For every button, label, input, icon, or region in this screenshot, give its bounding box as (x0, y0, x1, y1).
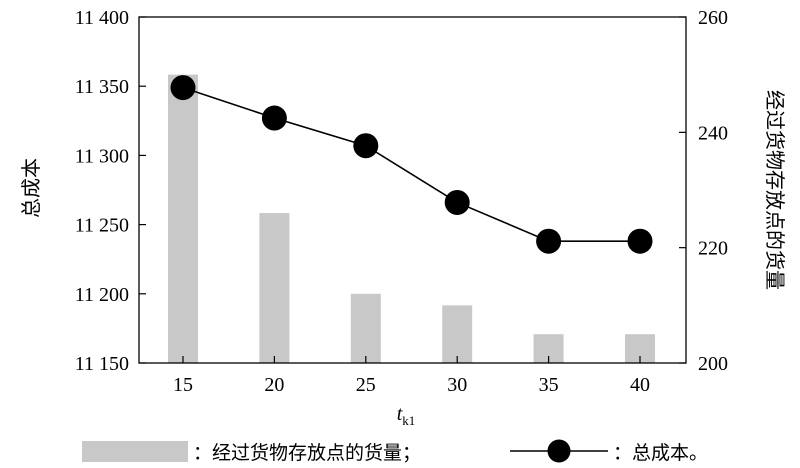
right-axis-ticks: 200 220 240 260 (679, 7, 728, 375)
left-tick-label: 11 150 (75, 353, 129, 375)
line-series-path (182, 86, 640, 243)
bar (442, 305, 473, 363)
left-tick-label: 11 350 (75, 76, 129, 98)
right-tick-label: 240 (698, 122, 728, 144)
plot-frame (138, 16, 687, 364)
left-tick-label: 11 400 (75, 7, 129, 29)
line-layer (170, 75, 653, 254)
left-axis-title: 总成本 (19, 158, 43, 218)
x-axis-title-subscript: k1 (402, 413, 415, 428)
x-tick-label: 40 (630, 374, 650, 396)
legend-bar-swatch (82, 441, 188, 462)
bars-layer (168, 74, 655, 364)
left-tick-label: 11 300 (75, 145, 129, 167)
right-tick-label: 220 (698, 238, 728, 260)
left-tick-label: 11 200 (75, 284, 129, 306)
line-point (353, 133, 379, 159)
bar (350, 293, 381, 363)
x-tick-label: 30 (447, 374, 467, 396)
x-axis-ticks: 15 20 25 30 35 40 (173, 356, 650, 396)
x-tick-label: 15 (173, 374, 193, 396)
legend: ：经过货物存放点的货量； ：总成本。 (82, 439, 708, 464)
line-point (444, 189, 470, 215)
line-point (261, 105, 287, 131)
right-tick-label: 260 (698, 7, 728, 29)
left-tick-label: 11 250 (75, 215, 129, 237)
line-point (536, 228, 562, 254)
x-axis-title: tk1 (397, 403, 416, 428)
x-axis-title-main: t (397, 403, 403, 425)
bar (259, 213, 290, 363)
bar (168, 74, 198, 364)
x-tick-label: 35 (539, 374, 559, 396)
line-point (170, 75, 196, 101)
legend-line-label: ：总成本。 (613, 442, 708, 464)
line-point (627, 228, 653, 254)
x-tick-label: 25 (356, 374, 376, 396)
legend-bar-label: ：经过货物存放点的货量； (193, 442, 421, 464)
x-tick-label: 20 (264, 374, 284, 396)
left-axis-ticks: 11 150 11 200 11 250 11 300 11 350 11 400 (75, 7, 146, 375)
legend-line-marker (547, 439, 571, 463)
right-axis-title: 经过货物存放点的货量 (763, 90, 787, 290)
right-tick-label: 200 (698, 353, 728, 375)
